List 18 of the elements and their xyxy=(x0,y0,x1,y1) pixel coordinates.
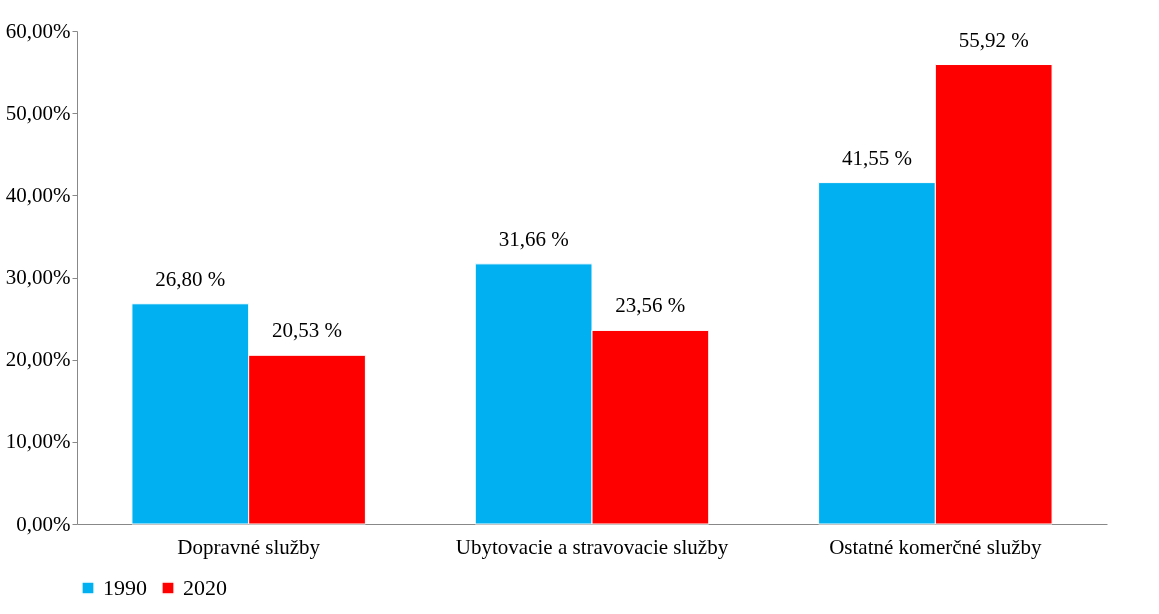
data-label: 55,92 % xyxy=(958,27,1029,52)
data-label: 31,66 % xyxy=(498,226,569,251)
data-label: 41,55 % xyxy=(841,145,912,170)
x-tick-label: Ubytovacie a stravovacie služby xyxy=(455,534,729,559)
y-tick-label: 30,00% xyxy=(5,265,71,289)
x-tick-label: Dopravné služby xyxy=(177,534,321,559)
x-tick-label: Ostatné komerčné služby xyxy=(829,534,1042,559)
y-tick-label: 10,00% xyxy=(5,429,71,454)
y-tick-label: 0,00% xyxy=(16,511,71,536)
y-tick-label: 50,00% xyxy=(5,100,71,125)
data-label: 20,53 % xyxy=(272,318,343,343)
y-tick-label: 60,00% xyxy=(5,18,71,43)
y-tick-label: 20,00% xyxy=(5,347,71,372)
legend-label: 1990 xyxy=(103,575,147,600)
data-label: 26,80 % xyxy=(155,266,226,291)
legend-label: 2020 xyxy=(183,575,227,600)
data-label: 23,56 % xyxy=(615,293,686,318)
y-tick-label: 40,00% xyxy=(5,182,71,207)
